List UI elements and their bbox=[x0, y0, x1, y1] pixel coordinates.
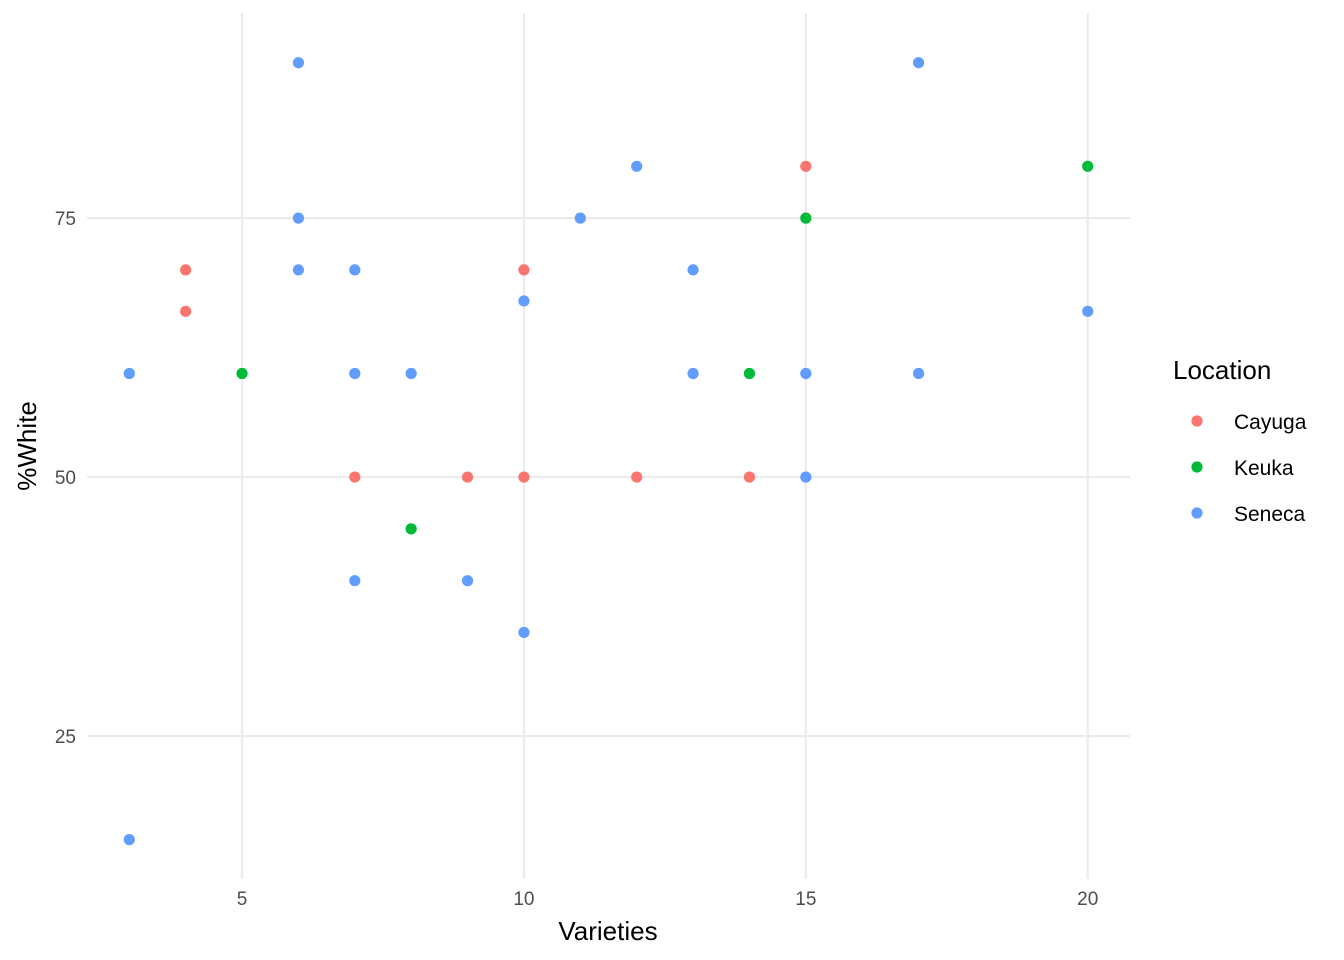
legend-title: Location bbox=[1173, 355, 1271, 385]
legend: Location Cayuga Keuka Seneca bbox=[1173, 355, 1307, 526]
data-point bbox=[123, 834, 135, 846]
data-point bbox=[518, 626, 530, 639]
data-point bbox=[1082, 160, 1094, 172]
series-cayuga bbox=[180, 160, 812, 483]
data-point bbox=[461, 575, 474, 587]
data-point bbox=[631, 160, 643, 172]
y-tick-label: 75 bbox=[55, 209, 76, 230]
y-tick-label: 25 bbox=[55, 727, 76, 748]
legend-item-cayuga: Cayuga bbox=[1191, 411, 1307, 434]
data-point bbox=[236, 367, 248, 380]
x-tick-label: 10 bbox=[513, 889, 534, 910]
legend-label: Cayuga bbox=[1234, 411, 1307, 434]
legend-key bbox=[1191, 507, 1203, 519]
points-layer bbox=[123, 57, 1094, 846]
data-point bbox=[518, 295, 530, 307]
data-point bbox=[800, 367, 812, 380]
data-point bbox=[180, 264, 192, 276]
data-point bbox=[405, 367, 417, 380]
x-axis-title: Varieties bbox=[558, 916, 657, 946]
data-point bbox=[292, 264, 305, 276]
data-point bbox=[800, 160, 812, 172]
data-point bbox=[912, 57, 925, 69]
data-point bbox=[349, 471, 361, 483]
series-seneca bbox=[123, 57, 1094, 846]
legend-key bbox=[1191, 415, 1203, 427]
data-point bbox=[405, 523, 417, 535]
data-point bbox=[349, 264, 361, 276]
data-point bbox=[123, 367, 135, 380]
legend-item-seneca: Seneca bbox=[1191, 503, 1306, 526]
x-tick-label: 20 bbox=[1077, 889, 1098, 910]
grid-layer bbox=[87, 13, 1130, 879]
data-point bbox=[687, 367, 699, 380]
data-point bbox=[687, 264, 699, 276]
data-point bbox=[349, 367, 361, 380]
data-point bbox=[912, 367, 925, 380]
x-tick-label: 15 bbox=[795, 889, 816, 910]
data-point bbox=[180, 305, 192, 317]
data-point bbox=[292, 212, 305, 224]
legend-label: Seneca bbox=[1234, 503, 1306, 526]
series-keuka bbox=[236, 160, 1094, 535]
data-point bbox=[800, 471, 812, 483]
legend-item-keuka: Keuka bbox=[1191, 457, 1294, 480]
data-point bbox=[292, 57, 305, 69]
data-point bbox=[743, 471, 756, 483]
data-point bbox=[574, 212, 586, 224]
data-point bbox=[1082, 305, 1094, 317]
y-tick-label: 50 bbox=[55, 468, 76, 489]
data-point bbox=[631, 471, 643, 483]
data-point bbox=[349, 575, 361, 587]
legend-items: Cayuga Keuka Seneca bbox=[1191, 411, 1307, 526]
data-point bbox=[743, 367, 756, 380]
data-point bbox=[518, 471, 530, 483]
data-point bbox=[461, 471, 474, 483]
ticks-layer: 25 50 75 5 10 15 20 bbox=[55, 209, 1098, 910]
data-point bbox=[800, 212, 812, 224]
legend-label: Keuka bbox=[1234, 457, 1294, 480]
y-axis-title: %White bbox=[12, 401, 42, 491]
x-tick-label: 5 bbox=[237, 889, 248, 910]
data-point bbox=[518, 264, 530, 276]
legend-key bbox=[1191, 461, 1203, 473]
